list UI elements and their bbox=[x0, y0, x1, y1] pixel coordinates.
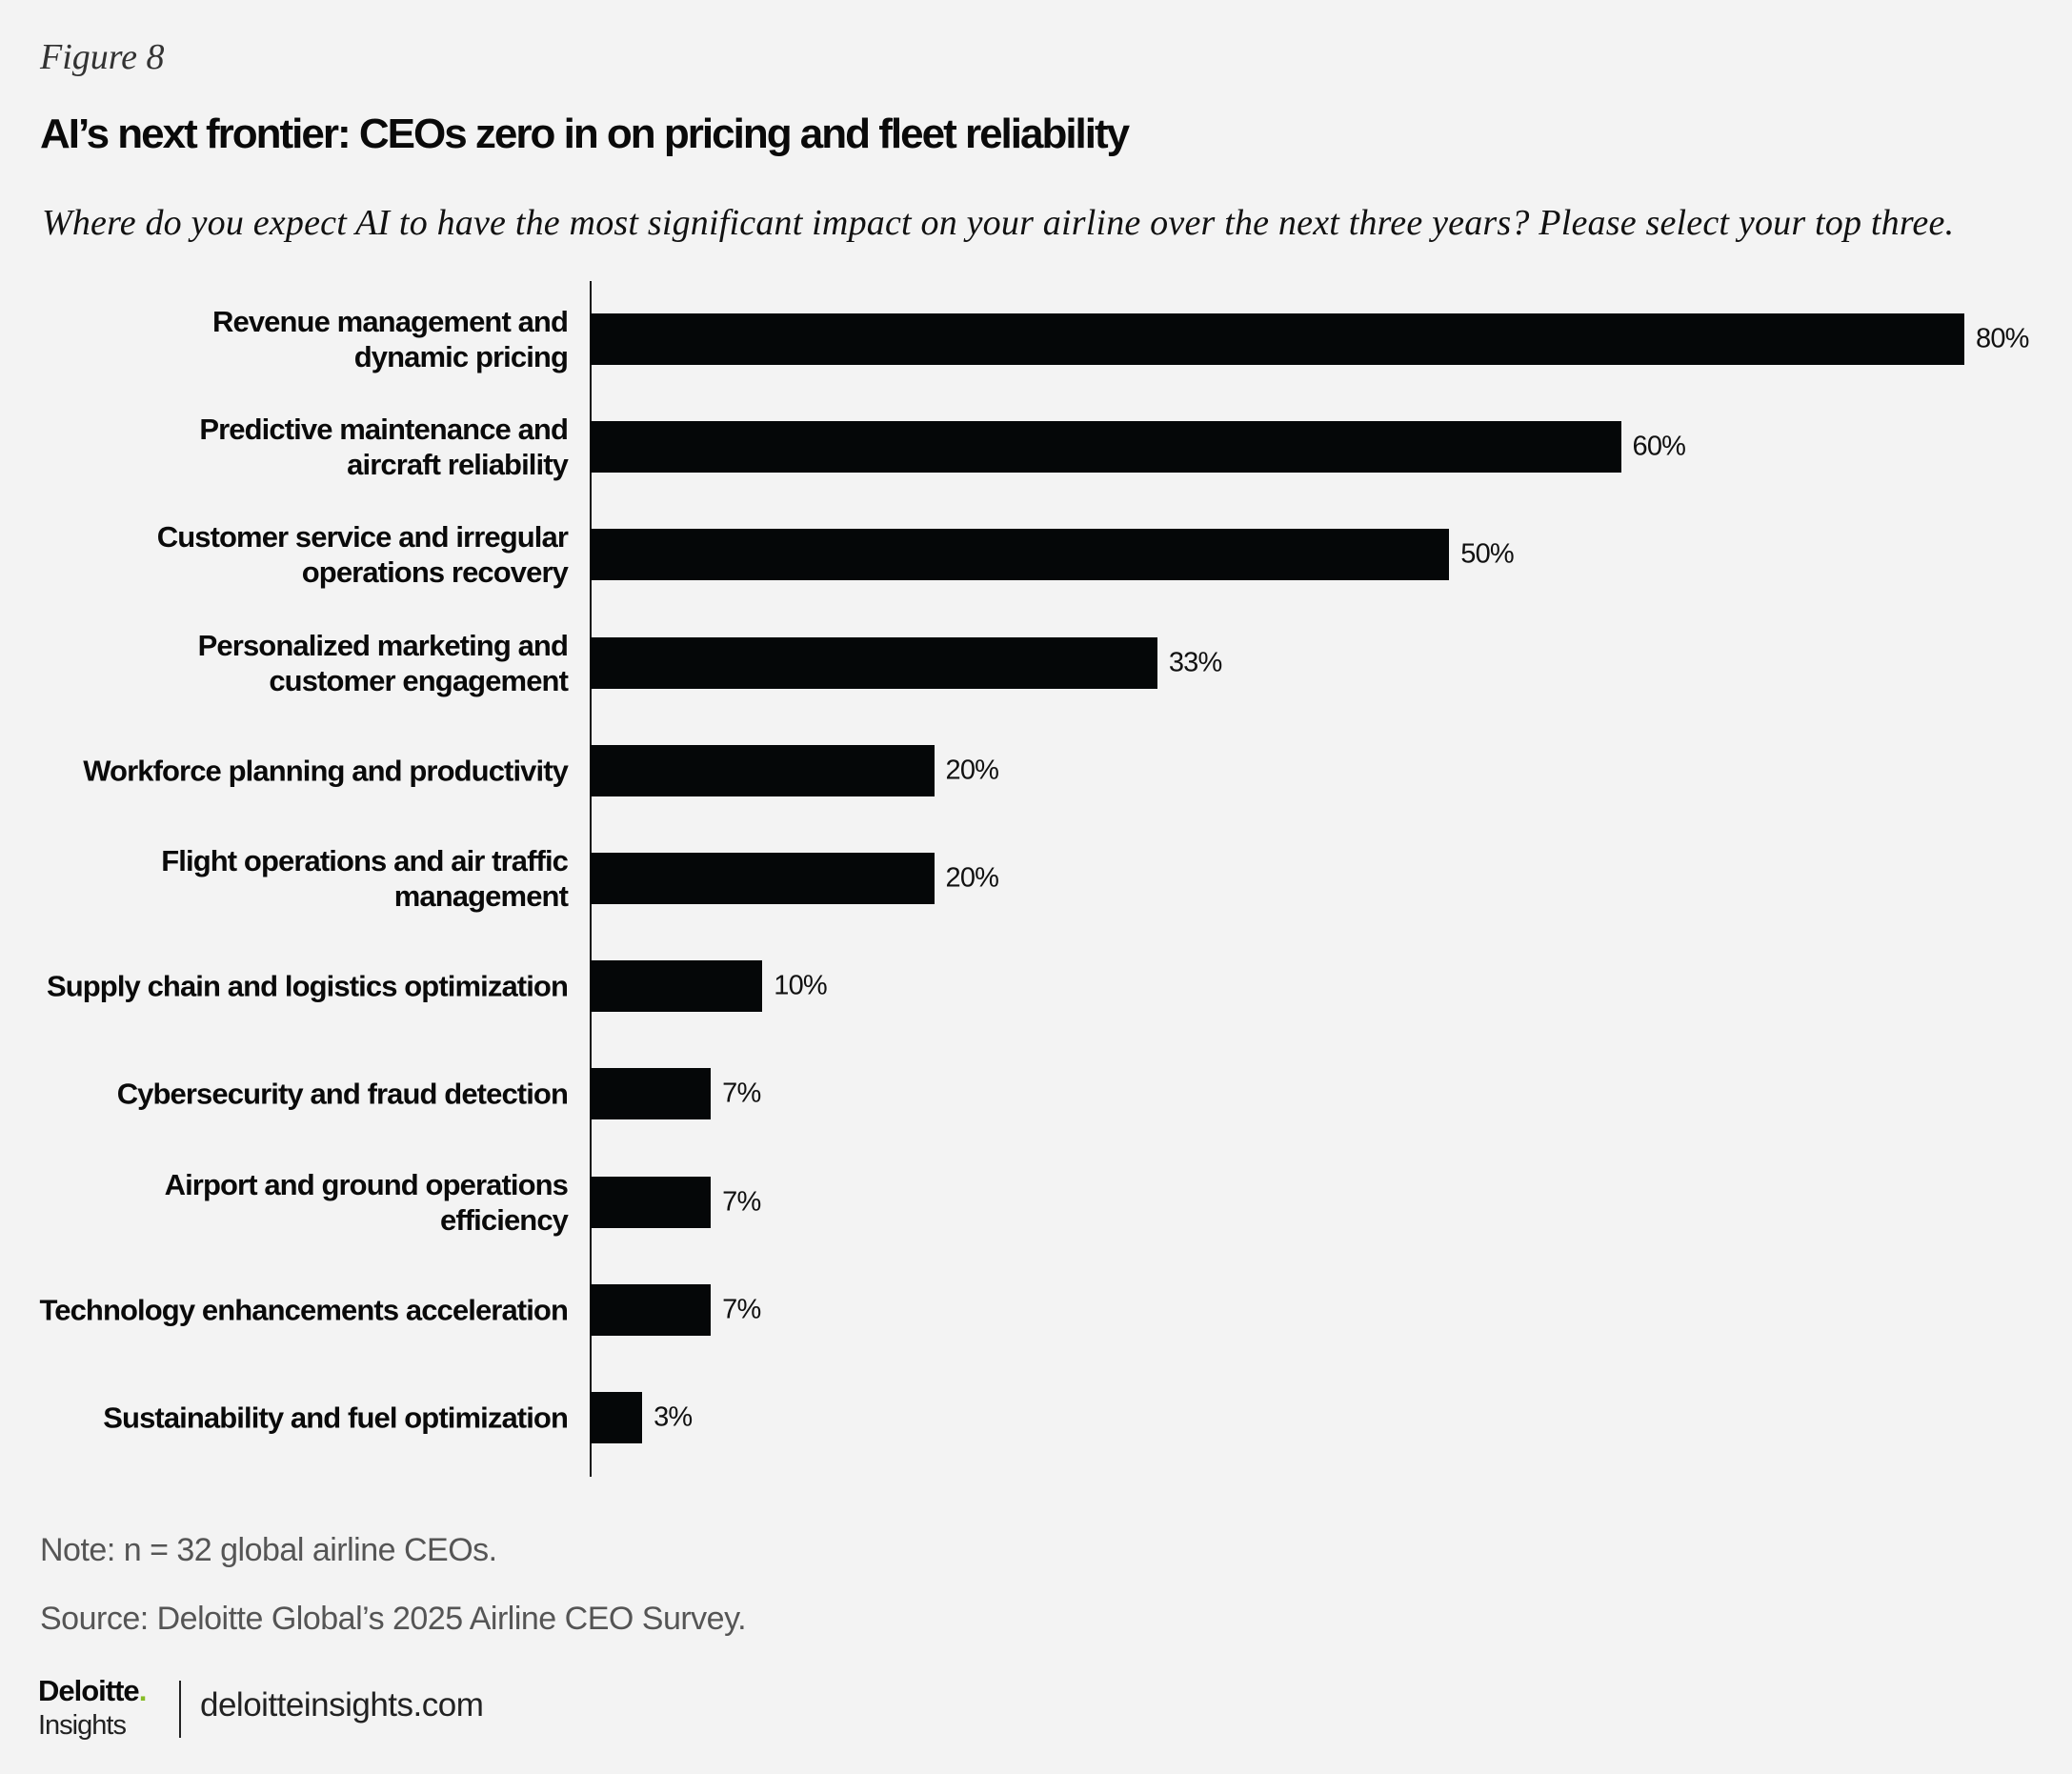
category-label: Flight operations and air traffic manage… bbox=[161, 844, 569, 913]
bar bbox=[591, 853, 935, 904]
category-label: Technology enhancements acceleration bbox=[39, 1293, 569, 1327]
logo-brand: Deloitte bbox=[38, 1674, 140, 1707]
category-label: Predictive maintenance and aircraft reli… bbox=[199, 413, 569, 482]
chart-subtitle: Where do you expect AI to have the most … bbox=[42, 203, 1955, 243]
bar bbox=[591, 1176, 712, 1228]
value-label: 3% bbox=[654, 1401, 693, 1433]
value-label: 7% bbox=[722, 1294, 761, 1325]
category-label: Personalized marketing and customer enga… bbox=[197, 628, 569, 697]
bar-chart: Revenue management and dynamic pricing 80… bbox=[39, 281, 2029, 1477]
deloitte-insights-logo: Deloitte. Insights bbox=[38, 1674, 148, 1741]
value-label: 10% bbox=[774, 970, 827, 1001]
logo-dot: . bbox=[138, 1674, 148, 1707]
bar bbox=[591, 1392, 643, 1443]
bar bbox=[591, 960, 763, 1013]
bar bbox=[591, 1068, 712, 1120]
bar bbox=[591, 744, 935, 796]
category-label: Customer service and irregular operation… bbox=[156, 520, 569, 590]
category-label: Workforce planning and productivity bbox=[83, 754, 569, 788]
category-label: Sustainability and fuel optimization bbox=[103, 1401, 569, 1435]
bar bbox=[591, 421, 1621, 474]
source: Source: Deloitte Global’s 2025 Airline C… bbox=[40, 1601, 747, 1637]
category-label: Revenue management and dynamic pricing bbox=[212, 305, 569, 373]
bar bbox=[591, 636, 1157, 689]
site-link[interactable]: deloitteinsights.com bbox=[200, 1686, 484, 1724]
note: Note: n = 32 global airline CEOs. bbox=[40, 1532, 497, 1568]
value-label: 20% bbox=[945, 755, 999, 786]
bar bbox=[591, 529, 1450, 581]
value-label: 80% bbox=[1976, 323, 2029, 354]
value-label: 7% bbox=[722, 1078, 761, 1109]
bar bbox=[591, 313, 1964, 365]
chart-title: AI’s next frontier: CEOs zero in on pric… bbox=[40, 111, 1130, 157]
figure-label: Figure 8 bbox=[40, 37, 165, 77]
value-label: 50% bbox=[1460, 538, 1514, 570]
value-label: 33% bbox=[1168, 647, 1222, 678]
value-label: 7% bbox=[722, 1186, 761, 1218]
category-label: Cybersecurity and fraud detection bbox=[116, 1077, 569, 1111]
value-label: 20% bbox=[945, 862, 999, 894]
logo-divider bbox=[179, 1681, 181, 1738]
logo-sub: Insights bbox=[38, 1710, 127, 1741]
category-label: Supply chain and logistics optimization bbox=[46, 969, 569, 1003]
category-label: Airport and ground operations efficiency bbox=[164, 1167, 569, 1237]
value-label: 60% bbox=[1632, 431, 1686, 462]
bar bbox=[591, 1283, 712, 1336]
